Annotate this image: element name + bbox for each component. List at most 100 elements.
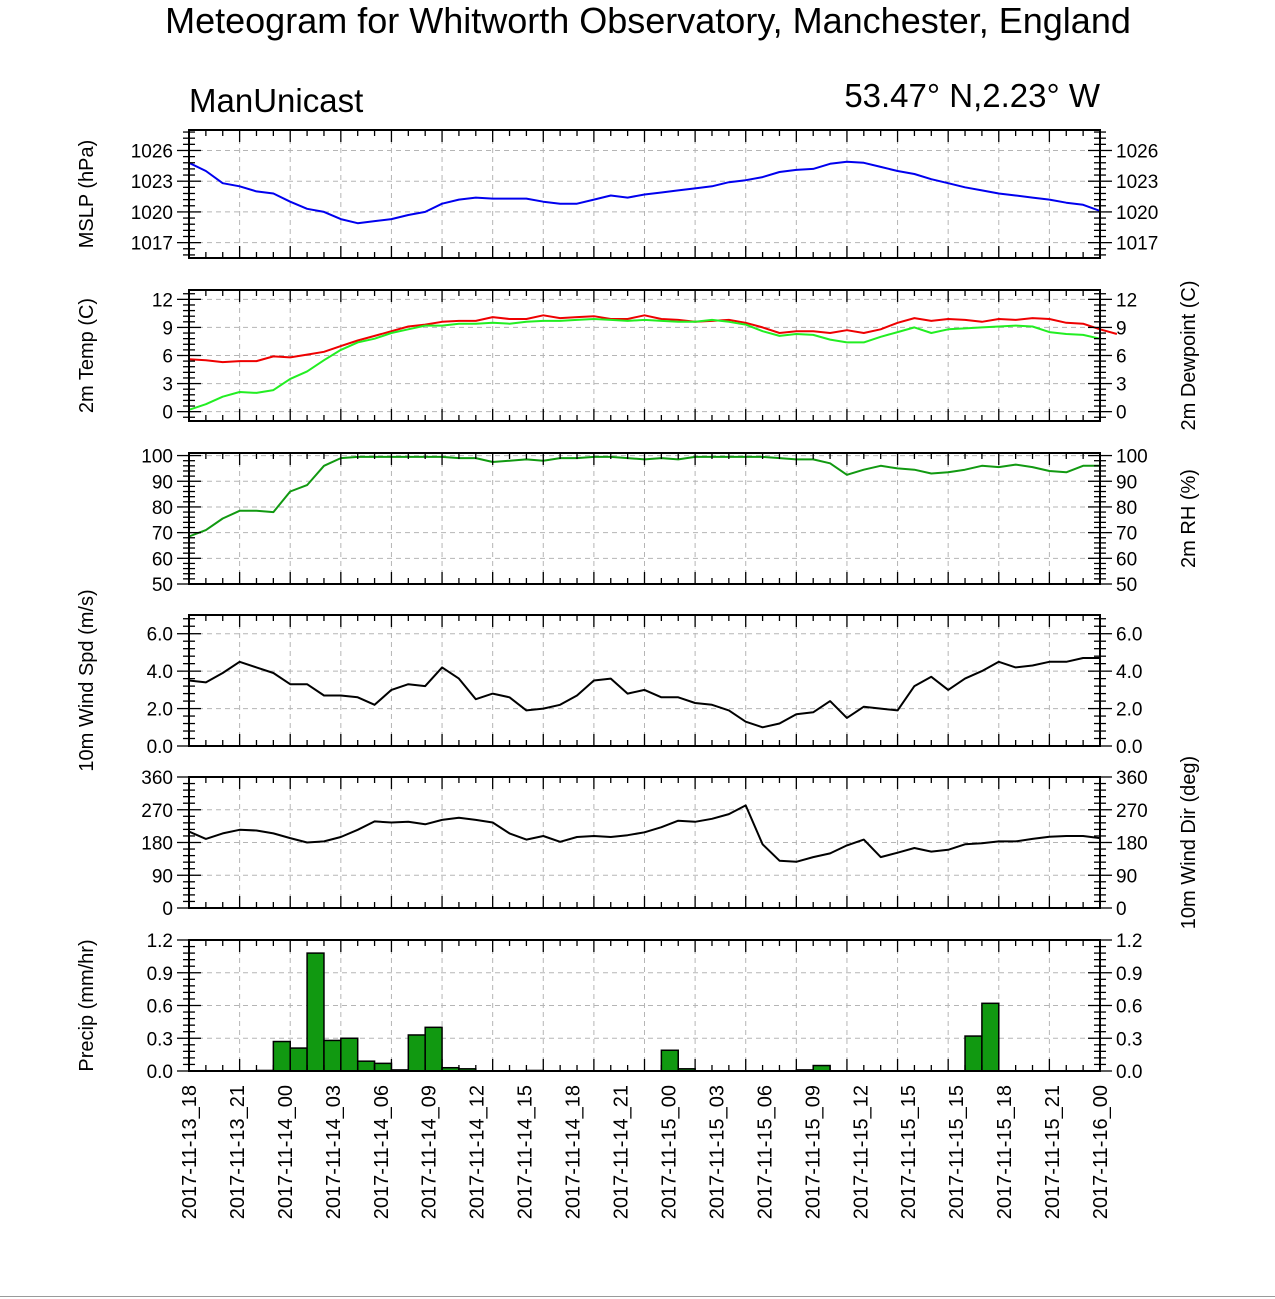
divider (0, 1296, 1275, 1297)
wind-series-line (188, 657, 1100, 729)
precip-bar (407, 1034, 426, 1072)
precip-panel: 0.0 0.0 0.3 0.3 0.6 0.6 0.9 0.9 1.2 1.2 Precip (mm… (76, 931, 1142, 1083)
y-tick-label-left: 100 (141, 447, 173, 468)
y-tick-label-left: 12 (152, 290, 173, 311)
x-tick-label: 2017-11-15_18 (994, 1085, 1016, 1219)
x-tick-label: 2017-11-15_09 (802, 1085, 824, 1219)
y-axis-label-left: Precip (mm/hr) (76, 939, 98, 1071)
y-tick-label-left: 50 (152, 575, 173, 596)
y-tick-label-right: 2.0 (1116, 700, 1142, 721)
y-tick-label-right: 70 (1116, 524, 1137, 545)
y-tick-label-right: 1.2 (1116, 931, 1142, 952)
precip-bar (306, 952, 325, 1072)
y-tick-label-left: 1.2 (147, 931, 173, 952)
y-tick-label-left: 90 (152, 472, 173, 493)
rh-panel: 50 50 60 60 70 70 80 80 90 90 100 100 2m RH (%) (141, 447, 1200, 596)
x-tick-label: 2017-11-14_12 (467, 1085, 489, 1219)
y-tick-label-left: 2.0 (147, 700, 173, 721)
temp-series-line (188, 314, 1118, 364)
y-tick-label-left: 60 (152, 549, 173, 570)
y-tick-label-left: 0.6 (147, 997, 173, 1018)
x-tick-label: 2017-11-15_03 (706, 1085, 728, 1219)
x-tick-label: 2017-11-15_21 (1042, 1085, 1064, 1219)
x-tick-label: 2017-11-15_12 (850, 1085, 872, 1219)
y-tick-label-right: 50 (1116, 575, 1137, 596)
y-tick-label-left: 6 (162, 347, 173, 368)
y-tick-label-left: 360 (141, 768, 173, 789)
x-tick-label: 2017-11-16_00 (1090, 1085, 1112, 1219)
y-tick-label-right: 60 (1116, 549, 1137, 570)
y-tick-label-left: 6.0 (147, 625, 173, 646)
mslp-panel: 1017 1017 1020 1020 1023 1023 1026 1026 MSLP (hP… (76, 129, 1158, 259)
x-tick-label: 2017-11-15_15 (898, 1085, 920, 1219)
y-tick-label-right: 0 (1116, 899, 1127, 920)
station-coordinates-label: 53.47° N,2.23° W (844, 77, 1101, 114)
x-tick-label: 2017-11-14_06 (371, 1085, 393, 1219)
y-tick-label-right: 90 (1116, 866, 1137, 887)
y-tick-label-left: 0.0 (147, 737, 173, 758)
precip-bar (356, 1060, 376, 1072)
y-tick-label-left: 4.0 (147, 662, 173, 683)
wind-series-line (188, 804, 1101, 863)
x-tick-label: 2017-11-14_21 (611, 1085, 633, 1219)
wind-direction-panel: 0 0 90 90 180 180 270 270 360 360 10m Wind Dir (de… (141, 756, 1200, 929)
y-tick-label-right: 80 (1116, 498, 1137, 519)
y-tick-label-left: 1017 (131, 234, 173, 255)
y-axis-label-left: 10m Wind Spd (m/s) (76, 589, 98, 771)
precip-bar (272, 1040, 291, 1072)
y-tick-label-left: 1020 (131, 203, 173, 224)
wind-speed-panel: 0.0 0.0 2.0 2.0 4.0 4.0 6.0 6.0 10m Wind Spd (m/… (76, 589, 1142, 771)
y-axis-label-right: 2m RH (%) (1178, 469, 1200, 568)
y-tick-label-right: 0 (1116, 403, 1127, 424)
rh-series-line (188, 455, 1100, 538)
y-tick-label-left: 0 (162, 403, 173, 424)
y-tick-label-right: 100 (1116, 447, 1148, 468)
x-tick-label: 2017-11-13_21 (227, 1085, 249, 1219)
y-tick-label-right: 0.3 (1116, 1029, 1142, 1050)
x-tick-label: 2017-11-13_18 (179, 1085, 201, 1219)
y-tick-label-right: 180 (1116, 834, 1148, 855)
precip-bar (289, 1047, 308, 1072)
y-tick-label-right: 4.0 (1116, 662, 1142, 683)
y-tick-label-right: 360 (1116, 768, 1148, 789)
y-tick-label-right: 0.0 (1116, 1062, 1142, 1083)
x-tick-label: 2017-11-15_06 (754, 1085, 776, 1219)
precip-bar (373, 1062, 393, 1072)
time-axis-labels: 2017-11-13_18 2017-11-13_21 2017-11-14_00 2… (179, 1085, 1112, 1219)
precip-bar (323, 1039, 342, 1072)
y-tick-label-left: 0 (162, 899, 173, 920)
x-tick-label: 2017-11-14_15 (515, 1085, 537, 1219)
dewpoint-series-line (188, 318, 1101, 411)
y-tick-label-right: 12 (1116, 290, 1137, 311)
y-tick-label-right: 6.0 (1116, 625, 1142, 646)
y-tick-label-left: 9 (162, 318, 173, 339)
y-tick-label-right: 0.6 (1116, 997, 1142, 1018)
precip-bar (981, 1002, 1000, 1072)
y-tick-label-right: 3 (1116, 375, 1127, 396)
y-tick-label-left: 0.3 (147, 1029, 173, 1050)
y-axis-label-left: 2m Temp (C) (76, 298, 98, 413)
precip-bar (424, 1026, 443, 1072)
precip-bar (660, 1049, 679, 1072)
y-tick-label-right: 1017 (1116, 234, 1158, 255)
figure-title: Meteogram for Whitworth Observatory, Man… (165, 0, 1131, 41)
x-tick-label: 2017-11-14_00 (275, 1085, 297, 1219)
y-axis-label-right: 2m Dewpoint (C) (1178, 280, 1200, 430)
y-axis-label-left: MSLP (hPa) (76, 140, 98, 249)
y-tick-label-right: 1026 (1116, 141, 1158, 162)
y-tick-label-right: 0.9 (1116, 964, 1142, 985)
precip-bar (964, 1035, 983, 1072)
y-tick-label-right: 0.0 (1116, 737, 1142, 758)
y-tick-label-left: 90 (152, 866, 173, 887)
y-tick-label-right: 90 (1116, 472, 1137, 493)
y-tick-label-left: 180 (141, 834, 173, 855)
y-tick-label-right: 1020 (1116, 203, 1158, 224)
y-tick-label-left: 70 (152, 524, 173, 545)
y-tick-label-right: 1023 (1116, 172, 1158, 193)
x-tick-label: 2017-11-14_03 (323, 1085, 345, 1219)
y-axis-label-right: 10m Wind Dir (deg) (1178, 756, 1200, 929)
y-tick-label-left: 1026 (131, 141, 173, 162)
y-tick-label-left: 0.0 (147, 1062, 173, 1083)
y-tick-label-left: 1023 (131, 172, 173, 193)
y-tick-label-left: 0.9 (147, 964, 173, 985)
